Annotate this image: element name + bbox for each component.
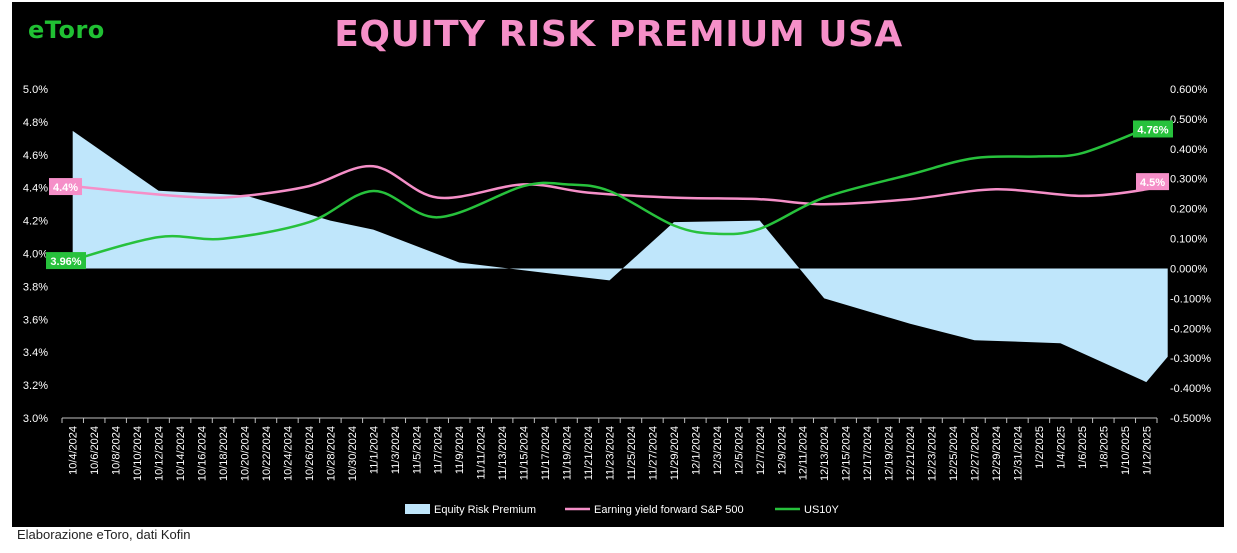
x-tick-label: 12/11/2024 xyxy=(798,426,810,480)
y-right-tick-label: 0.100% xyxy=(1170,234,1208,246)
y-right-tick-label: -0.100% xyxy=(1170,293,1211,305)
x-tick-label: 10/26/2024 xyxy=(304,426,316,481)
x-tick-label: 10/24/2024 xyxy=(282,426,294,481)
earning-yield-line xyxy=(72,165,1169,206)
x-tick-label: 10/14/2024 xyxy=(175,426,187,481)
x-tick-label: 12/29/2024 xyxy=(991,426,1003,481)
x-tick-label: 11/19/2024 xyxy=(562,426,574,480)
us10y-end-label-bg xyxy=(1133,120,1173,138)
x-tick-label: 11/11/2024 xyxy=(476,426,488,479)
x-tick-label: 11/9/2024 xyxy=(454,426,466,474)
x-tick-label: 10/12/2024 xyxy=(154,426,166,481)
x-tick-label: 11/1/2024 xyxy=(368,426,380,474)
legend-label-us10y: US10Y xyxy=(804,504,840,516)
x-tick-label: 12/1/2024 xyxy=(690,426,702,475)
x-tick-label: 11/7/2024 xyxy=(433,426,445,474)
x-tick-label: 10/10/2024 xyxy=(132,426,144,481)
x-tick-label: 1/8/2025 xyxy=(1098,426,1110,469)
y-right-tick-label: -0.500% xyxy=(1170,413,1211,425)
us10y-start-label: 3.96% xyxy=(50,256,81,268)
x-tick-label: 11/23/2024 xyxy=(605,426,617,480)
x-tick-label: 11/13/2024 xyxy=(497,426,509,480)
chart-title: EQUITY RISK PREMIUM USA xyxy=(334,14,903,55)
y-left-tick-label: 5.0% xyxy=(23,84,48,96)
x-tick-label: 11/25/2024 xyxy=(626,426,638,480)
y-right-tick-label: 0.500% xyxy=(1170,114,1208,126)
y-left-tick-label: 3.8% xyxy=(23,281,48,293)
x-tick-label: 11/27/2024 xyxy=(647,426,659,480)
x-tick-label: 10/4/2024 xyxy=(68,426,80,475)
y-right-tick-label: -0.200% xyxy=(1170,323,1211,335)
x-tick-label: 10/20/2024 xyxy=(240,426,252,481)
x-tick-label: 12/15/2024 xyxy=(841,426,853,481)
equity-risk-premium-area xyxy=(72,130,1168,383)
y-left-tick-label: 3.0% xyxy=(23,413,48,425)
x-tick-label: 1/12/2025 xyxy=(1141,426,1153,475)
y-left-tick-label: 4.6% xyxy=(23,150,48,162)
x-tick-label: 12/19/2024 xyxy=(884,426,896,481)
x-tick-label: 10/18/2024 xyxy=(218,426,230,481)
x-tick-label: 12/27/2024 xyxy=(970,426,982,481)
x-tick-label: 10/30/2024 xyxy=(347,426,359,481)
x-tick-label: 12/13/2024 xyxy=(819,426,831,481)
x-tick-label: 10/16/2024 xyxy=(197,426,209,481)
x-tick-label: 11/3/2024 xyxy=(390,426,402,474)
x-tick-label: 12/31/2024 xyxy=(1012,426,1024,481)
y-left-tick-label: 3.6% xyxy=(23,314,48,326)
x-tick-label: 10/6/2024 xyxy=(89,426,101,475)
y-right-tick-label: 0.400% xyxy=(1170,144,1208,156)
y-left-tick-label: 4.4% xyxy=(23,183,48,195)
earning-yield-start-label-bg xyxy=(49,178,82,196)
y-left-tick-label: 4.0% xyxy=(23,249,48,261)
earning-yield-start-label: 4.4% xyxy=(53,182,78,194)
x-tick-label: 12/9/2024 xyxy=(776,426,788,475)
y-left-tick-label: 4.8% xyxy=(23,117,48,129)
x-tick-label: 11/15/2024 xyxy=(519,426,531,480)
us10y-line xyxy=(72,127,1147,262)
y-left-tick-label: 4.2% xyxy=(23,216,48,228)
x-tick-label: 1/2/2025 xyxy=(1034,426,1046,469)
earning-yield-end-label: 4.5% xyxy=(1140,177,1165,189)
legend-label-earning-yield: Earning yield forward S&P 500 xyxy=(594,504,744,516)
x-tick-label: 1/10/2025 xyxy=(1120,426,1132,475)
y-right-tick-label: -0.400% xyxy=(1170,383,1211,395)
x-tick-label: 10/28/2024 xyxy=(325,426,337,481)
x-tick-label: 12/7/2024 xyxy=(755,426,767,475)
x-tick-label: 12/3/2024 xyxy=(712,426,724,475)
source-note: Elaborazione eToro, dati Kofin xyxy=(17,527,191,542)
y-left-tick-label: 3.4% xyxy=(23,347,48,359)
x-tick-label: 1/6/2025 xyxy=(1077,426,1089,469)
x-tick-label: 12/21/2024 xyxy=(905,426,917,481)
earning-yield-end-label-bg xyxy=(1136,173,1169,191)
us10y-end-label: 4.76% xyxy=(1137,124,1168,136)
y-right-tick-label: 0.600% xyxy=(1170,84,1208,96)
y-right-tick-label: 0.000% xyxy=(1170,263,1208,275)
x-tick-label: 11/21/2024 xyxy=(583,426,595,480)
x-tick-label: 10/22/2024 xyxy=(261,426,273,481)
y-right-tick-label: 0.300% xyxy=(1170,174,1208,186)
y-left-tick-label: 3.2% xyxy=(23,380,48,392)
x-tick-label: 10/8/2024 xyxy=(111,426,123,475)
x-tick-label: 12/23/2024 xyxy=(927,426,939,481)
legend-swatch-erp xyxy=(405,504,430,514)
x-tick-label: 11/17/2024 xyxy=(540,426,552,480)
etoro-logo: eToro xyxy=(28,16,105,44)
x-tick-label: 12/17/2024 xyxy=(862,426,874,481)
y-right-tick-label: 0.200% xyxy=(1170,204,1208,216)
x-tick-label: 11/29/2024 xyxy=(669,426,681,480)
x-tick-label: 12/5/2024 xyxy=(733,426,745,475)
x-tick-label: 1/4/2025 xyxy=(1055,426,1067,469)
legend-label-erp: Equity Risk Premium xyxy=(434,504,536,516)
us10y-start-label-bg xyxy=(46,252,86,270)
y-right-tick-label: -0.300% xyxy=(1170,353,1211,365)
x-tick-label: 12/25/2024 xyxy=(948,426,960,481)
x-tick-label: 11/5/2024 xyxy=(411,426,423,474)
